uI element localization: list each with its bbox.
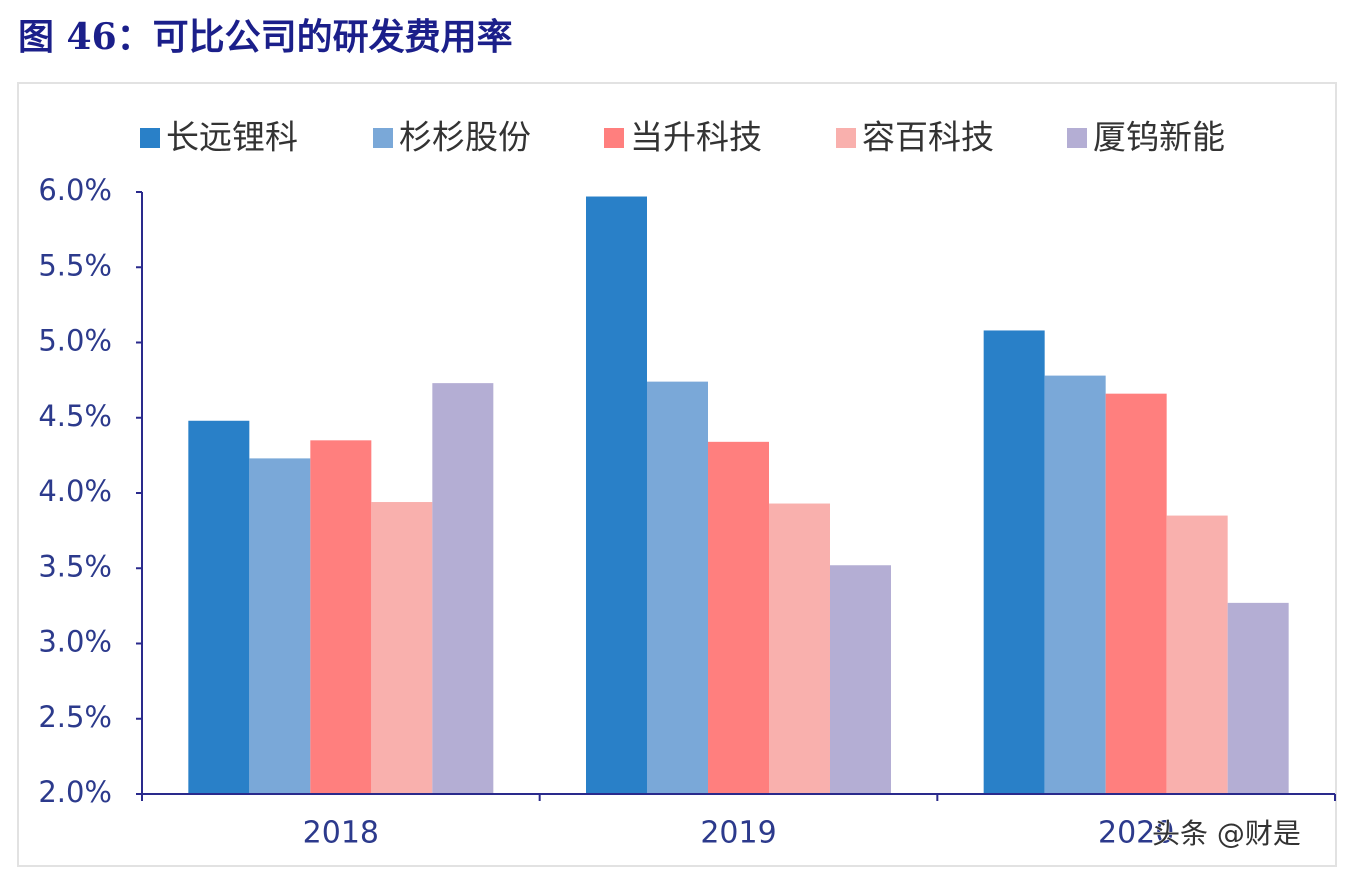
x-tick-label: 2019 <box>700 816 776 851</box>
legend-label: 当升科技 <box>630 118 762 157</box>
legend-label: 厦钨新能 <box>1093 118 1225 157</box>
bar <box>432 383 494 794</box>
x-tick-label: 2018 <box>303 816 379 851</box>
legend-label: 杉杉股份 <box>399 118 531 157</box>
bar <box>1044 375 1106 794</box>
legend-swatch <box>373 128 393 148</box>
legend-label: 容百科技 <box>862 118 994 157</box>
y-tick-label: 5.0% <box>38 324 112 358</box>
legend-swatch <box>140 128 160 148</box>
bar <box>249 458 311 794</box>
bar <box>371 502 433 794</box>
y-tick-label: 5.5% <box>38 248 112 282</box>
legend-swatch <box>604 128 624 148</box>
y-tick-label: 4.0% <box>38 474 112 508</box>
legend-label: 长远锂科 <box>166 118 298 157</box>
bar <box>708 441 769 794</box>
bar <box>586 196 647 794</box>
bar <box>1166 515 1228 794</box>
bar <box>983 330 1045 794</box>
bar <box>647 381 708 794</box>
bar <box>310 440 372 794</box>
y-tick-label: 2.5% <box>38 700 112 734</box>
bar <box>188 420 250 794</box>
y-tick-label: 4.5% <box>38 399 112 433</box>
x-tick-label: 2020 <box>1098 816 1174 851</box>
bar <box>769 503 830 794</box>
legend-swatch <box>836 128 856 148</box>
y-tick-label: 2.0% <box>38 775 112 809</box>
legend-swatch <box>1067 128 1087 148</box>
y-tick-label: 3.0% <box>38 625 112 659</box>
chart-title: 图 46：可比公司的研发费用率 <box>18 16 513 58</box>
bar <box>830 565 891 794</box>
watermark: 头条 @财是 <box>1152 817 1301 850</box>
y-tick-label: 3.5% <box>38 549 112 583</box>
bar <box>1105 393 1167 794</box>
y-tick-label: 6.0% <box>38 173 112 207</box>
bar <box>1227 602 1289 794</box>
